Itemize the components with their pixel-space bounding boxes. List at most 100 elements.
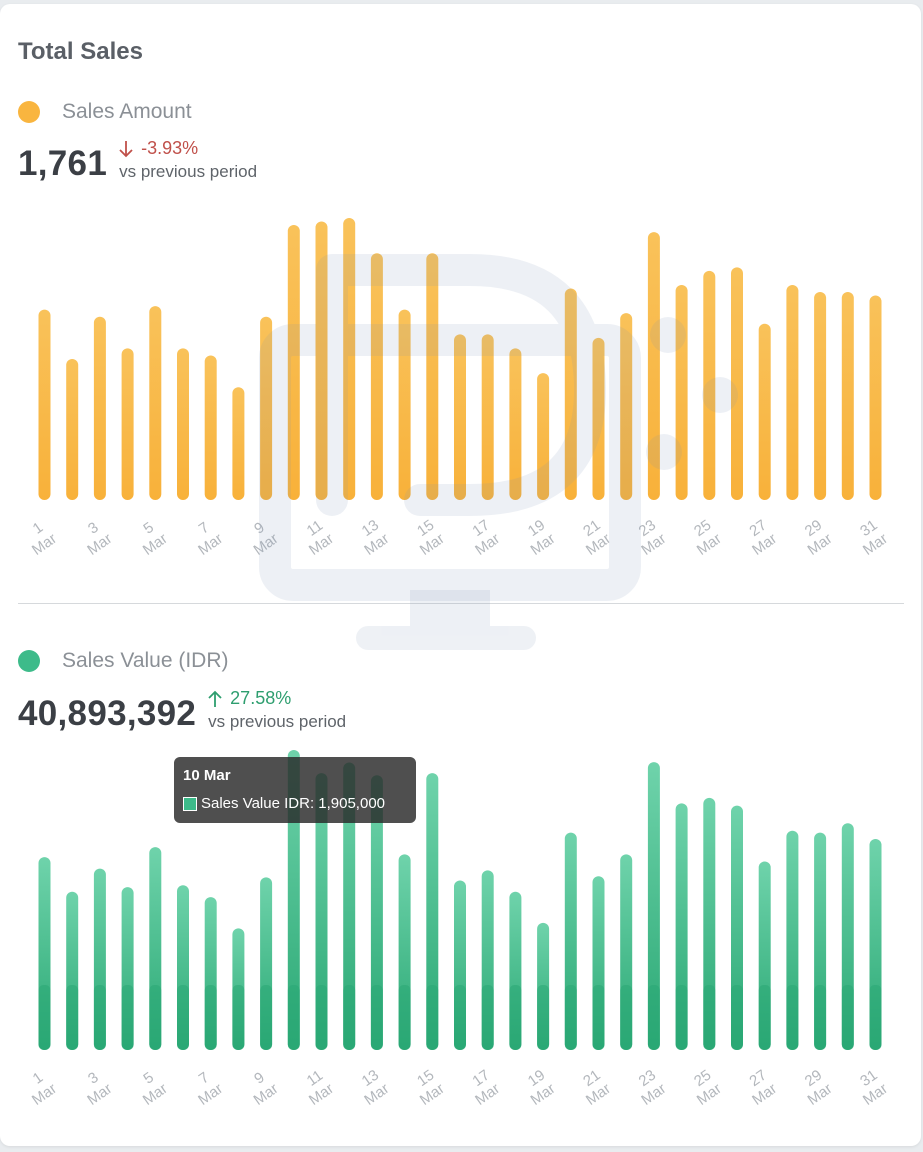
bar-mar-8[interactable]: [232, 387, 245, 500]
bar-mar-13[interactable]: [370, 253, 383, 500]
total-sales-card: Total Sales Sales Amount 1,761 -3.93% vs…: [0, 4, 921, 1146]
bar-mar-2[interactable]: [66, 359, 79, 500]
bar-mar-27[interactable]: [758, 323, 771, 500]
bar-mar-29[interactable]: [814, 292, 827, 500]
sales-value-change: 27.58%: [208, 688, 346, 709]
bar-mar-1[interactable]: [38, 309, 51, 500]
bar-base-mar-17: [481, 985, 494, 1050]
x-tick-month-5: Mar: [140, 1080, 171, 1109]
bar-mar-5[interactable]: [149, 306, 162, 500]
bar-base-mar-21: [592, 985, 605, 1050]
bar-mar-18[interactable]: [509, 348, 522, 500]
bar-mar-28[interactable]: [786, 284, 799, 500]
x-tick-day-15: 15: [414, 1067, 437, 1090]
bar-base-mar-31: [869, 985, 882, 1050]
bar-base-mar-13: [370, 985, 383, 1050]
bar-mar-11[interactable]: [315, 221, 328, 500]
sales-value-change-value: 27.58%: [230, 688, 292, 708]
bar-mar-21[interactable]: [592, 337, 605, 500]
bar-base-mar-12: [343, 985, 356, 1050]
bar-base-mar-16: [454, 985, 466, 1050]
bar-mar-23[interactable]: [647, 232, 660, 500]
bar-base-mar-4: [121, 985, 134, 1050]
bar-base-mar-28: [786, 985, 799, 1050]
bar-base-mar-14: [398, 985, 411, 1050]
bar-base-mar-15: [426, 985, 439, 1050]
sales-value-bar-chart: 1Mar3Mar5Mar7Mar9Mar11Mar13Mar15Mar17Mar…: [29, 750, 891, 1109]
x-tick-day-31: 31: [857, 517, 880, 540]
bar-base-mar-27: [758, 985, 771, 1050]
bar-mar-25[interactable]: [703, 270, 716, 500]
bar-mar-3[interactable]: [93, 316, 106, 500]
x-tick-day-29: 29: [802, 517, 825, 540]
chart-tooltip: 10 Mar Sales Value IDR: 1,905,000: [174, 757, 416, 823]
bar-base-mar-6: [177, 985, 189, 1050]
bar-mar-31[interactable]: [869, 295, 882, 500]
tooltip-title: 10 Mar: [183, 767, 231, 784]
bar-base-mar-30: [841, 985, 854, 1050]
bar-mar-24[interactable]: [675, 284, 688, 500]
bar-mar-16[interactable]: [454, 334, 466, 500]
x-tick-month-7: Mar: [195, 1080, 226, 1109]
bar-mar-4[interactable]: [121, 348, 134, 500]
bar-base-mar-11: [315, 985, 328, 1050]
bar-base-mar-29: [814, 985, 827, 1050]
x-tick-day-13: 13: [359, 1067, 382, 1090]
bar-mar-14[interactable]: [398, 309, 411, 500]
x-tick-day-13: 13: [359, 517, 382, 540]
x-tick-day-21: 21: [580, 517, 603, 540]
bar-mar-17[interactable]: [481, 334, 494, 500]
bar-mar-19[interactable]: [537, 373, 550, 500]
bar-mar-7[interactable]: [204, 355, 217, 500]
x-tick-day-19: 19: [525, 1067, 548, 1090]
sales-amount-change: -3.93%: [119, 138, 257, 159]
sales-amount-value: 1,761: [18, 144, 108, 183]
bar-mar-26[interactable]: [731, 267, 743, 500]
tooltip-series-label: Sales Value IDR: 1,905,000: [201, 795, 386, 812]
bar-mar-22[interactable]: [620, 313, 633, 500]
bar-mar-15[interactable]: [426, 253, 439, 500]
sales-amount-change-value: -3.93%: [141, 138, 199, 158]
bar-mar-10[interactable]: [287, 225, 300, 501]
bar-mar-9[interactable]: [260, 316, 273, 500]
sales-amount-bar-chart: 1Mar3Mar5Mar7Mar9Mar11Mar13Mar15Mar17Mar…: [29, 218, 891, 559]
sales-value-legend[interactable]: Sales Value (IDR): [18, 649, 229, 673]
bar-mar-13[interactable]: [370, 775, 383, 1050]
x-tick-day-23: 23: [636, 517, 659, 540]
sales-amount-legend[interactable]: Sales Amount: [18, 100, 192, 124]
bar-base-mar-9: [260, 985, 273, 1050]
sales-value-legend-label: Sales Value (IDR): [62, 649, 229, 672]
bar-mar-30[interactable]: [841, 292, 854, 500]
bar-base-mar-2: [66, 985, 79, 1050]
x-tick-month-9: Mar: [251, 1080, 282, 1109]
arrow-up-icon: [208, 690, 222, 707]
bar-mar-15[interactable]: [426, 773, 439, 1050]
sales-value-value: 40,893,392: [18, 694, 197, 733]
sales-amount-legend-dot: [18, 101, 40, 123]
bar-mar-12[interactable]: [343, 762, 356, 1050]
bar-mar-12[interactable]: [343, 218, 356, 500]
bar-mar-6[interactable]: [177, 348, 189, 500]
bar-base-mar-8: [232, 985, 245, 1050]
bar-mar-10[interactable]: [287, 750, 300, 1050]
bar-mar-11[interactable]: [315, 773, 328, 1050]
bar-mar-20[interactable]: [564, 288, 577, 501]
x-tick-day-29: 29: [802, 1067, 825, 1090]
x-tick-day-23: 23: [636, 1067, 659, 1090]
bar-mar-23[interactable]: [647, 762, 660, 1050]
